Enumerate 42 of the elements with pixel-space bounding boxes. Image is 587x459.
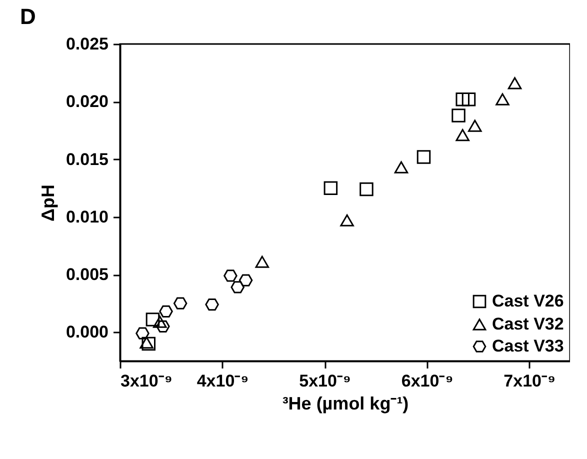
x-axis-title: ³He (µmol kg⁻¹) [282, 394, 409, 414]
legend-label: Cast V33 [492, 336, 564, 356]
point [146, 312, 160, 326]
x-tick-label: 4x10⁻⁹ [196, 372, 249, 390]
point [456, 92, 470, 106]
point [159, 305, 173, 318]
point [230, 281, 244, 294]
point [173, 297, 188, 310]
point [496, 93, 510, 106]
y-axis-title: ΔpH [38, 184, 58, 222]
point [324, 181, 338, 195]
x-tick-label: 7x10⁻⁹ [504, 372, 556, 390]
chart-title: D [20, 4, 36, 29]
legend-label: Cast V32 [492, 314, 564, 334]
y-tick-label: 0.020 [66, 92, 108, 112]
point [140, 336, 154, 349]
point [205, 298, 219, 311]
point [142, 336, 156, 351]
legend-label: Cast V26 [492, 292, 564, 310]
y-tick-label: 0.010 [66, 207, 108, 226]
point [156, 320, 170, 332]
x-tick-label: 3x10⁻⁹ [120, 372, 172, 390]
y-tick-label: 0.005 [66, 265, 108, 284]
point [238, 274, 253, 286]
point [508, 77, 522, 90]
point [452, 108, 466, 122]
point [394, 161, 408, 174]
y-tick-label: 0.015 [66, 150, 108, 169]
point [468, 120, 482, 132]
point [224, 270, 238, 282]
point [360, 182, 374, 196]
point [136, 327, 150, 340]
point [456, 129, 470, 142]
y-tick-label: 0.000 [66, 322, 108, 342]
y-tick-label: 0.025 [66, 34, 108, 54]
x-tick-label: 6x10⁻⁹ [401, 372, 454, 390]
x-tick-label: 5x10⁻⁹ [299, 372, 351, 390]
point [255, 256, 270, 268]
point [340, 214, 354, 226]
point [153, 316, 167, 328]
point [462, 92, 476, 106]
point [416, 150, 431, 164]
